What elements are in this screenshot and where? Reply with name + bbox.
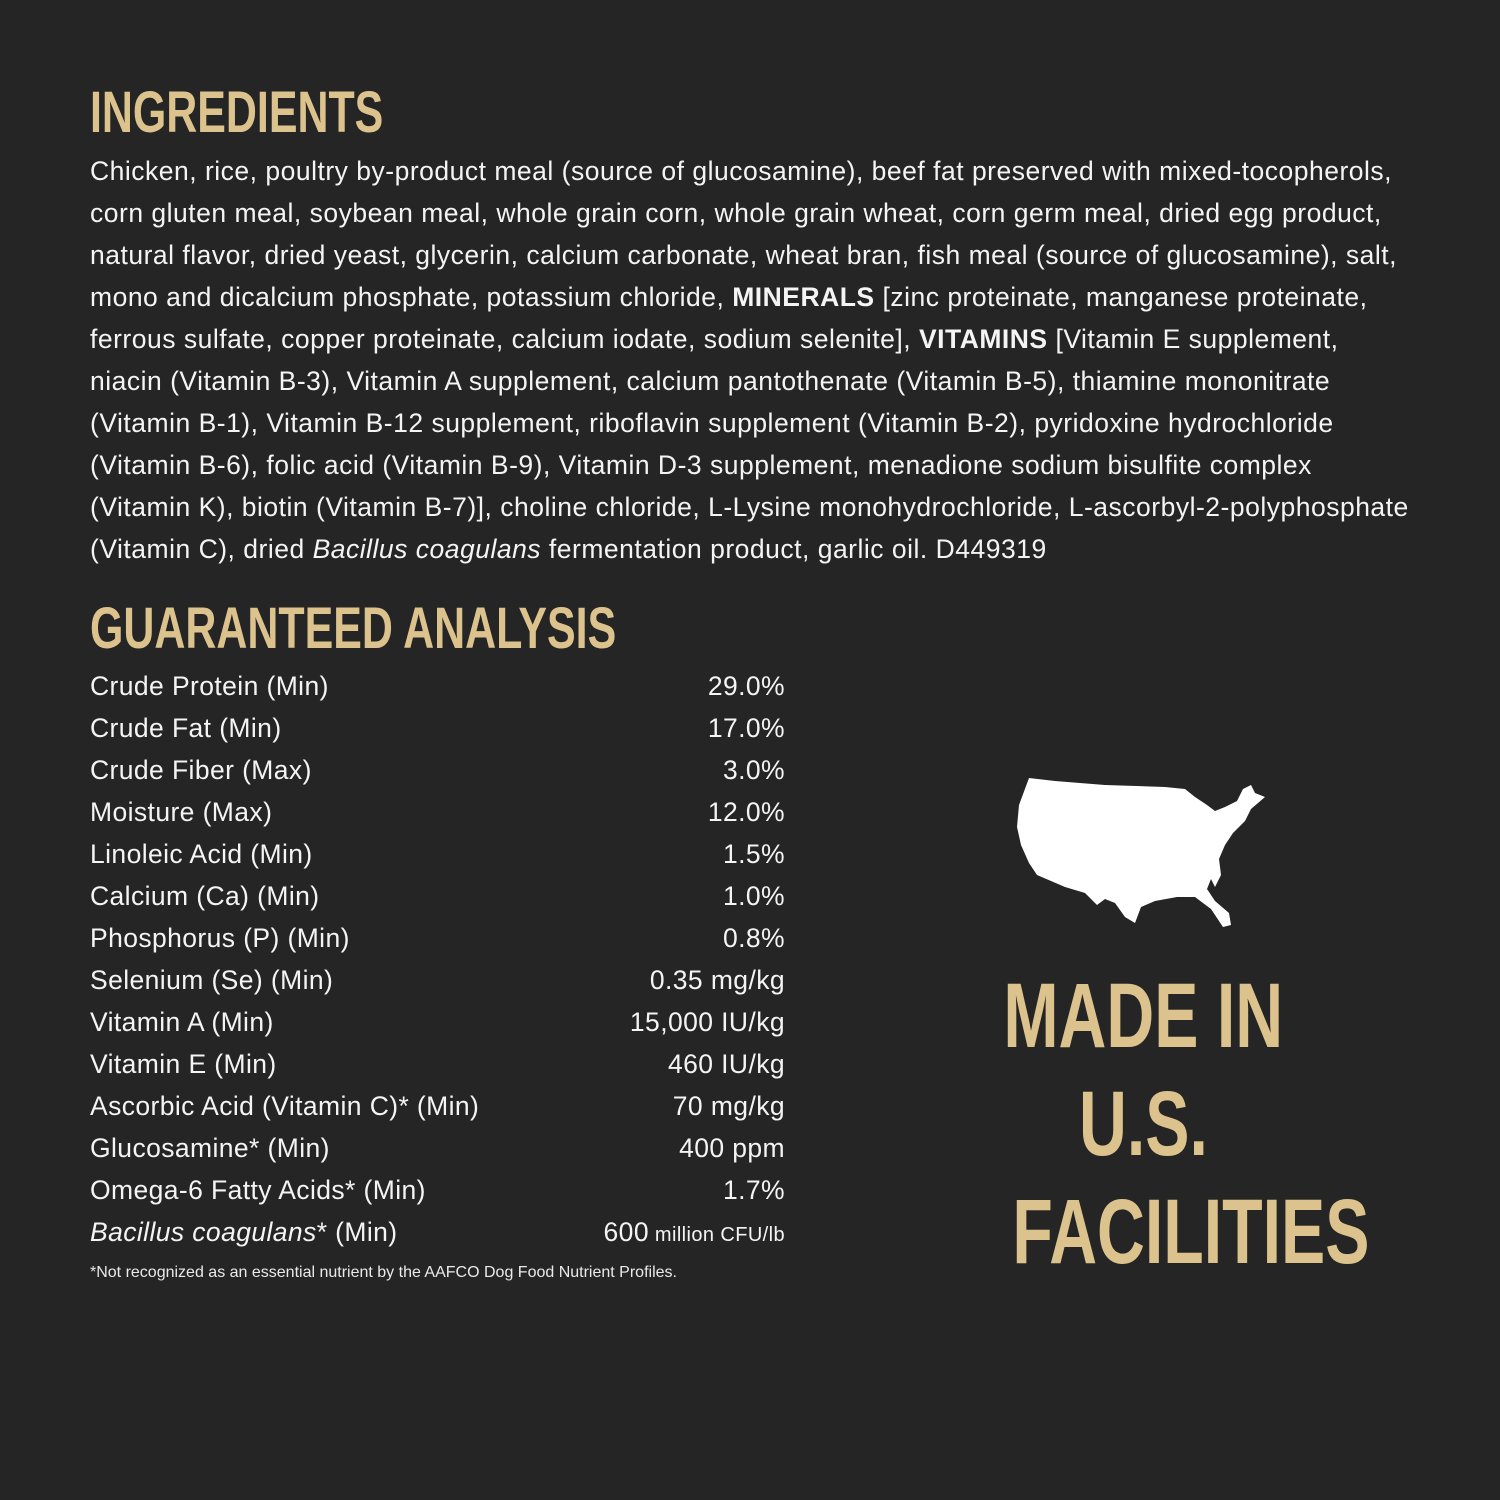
analysis-table: Crude Protein (Min) 29.0% Crude Fat (Min) 1…	[90, 665, 785, 1253]
nutrient-name: Moisture (Max)	[90, 797, 273, 827]
nutrient-name: Phosphorus (P) (Min)	[90, 923, 350, 953]
ingredient-segment: Chicken, rice, poultry by-product meal (…	[90, 156, 1397, 312]
analysis-row: Linoleic Acid (Min) 1.5%	[90, 833, 785, 875]
analysis-row: Calcium (Ca) (Min) 1.0%	[90, 875, 785, 917]
nutrient-value: 0.35 mg/kg	[649, 965, 785, 995]
analysis-row: Moisture (Max) 12.0%	[90, 791, 785, 833]
made-in-line-2: U.S.	[943, 1070, 1343, 1178]
ingredients-text: Chicken, rice, poultry by-product meal (…	[90, 150, 1415, 570]
nutrient-value: 460 IU/kg	[667, 1049, 785, 1079]
ingredient-segment: MINERALS	[732, 282, 875, 312]
nutrient-value: 1.7%	[722, 1175, 785, 1205]
analysis-row: Crude Fat (Min) 17.0%	[90, 707, 785, 749]
guaranteed-analysis-heading: GUARANTEED ANALYSIS	[90, 596, 617, 661]
nutrient-value: 12.0%	[707, 797, 785, 827]
nutrient-value: 3.0%	[722, 755, 785, 785]
content-column: INGREDIENTS Chicken, rice, poultry by-pr…	[90, 84, 1415, 1283]
analysis-row: Omega-6 Fatty Acids* (Min) 1.7%	[90, 1169, 785, 1211]
facilities-text: FACILITIES	[1012, 1181, 1370, 1283]
value-unit: million CFU/lb	[648, 1224, 785, 1246]
made-in-line-1: MADE IN	[943, 962, 1343, 1070]
nutrient-name-italic: Bacillus coagulans	[90, 1217, 317, 1247]
usa-map-icon	[1017, 778, 1265, 927]
nutrient-value: 1.5%	[722, 839, 785, 869]
nutrient-value: 29.0%	[707, 671, 785, 701]
made-in-line-3: FACILITIES	[943, 1178, 1369, 1286]
nutrient-name: Vitamin E (Min)	[90, 1049, 277, 1079]
nutrient-name-rest: * (Min)	[316, 1217, 398, 1247]
analysis-row: Vitamin E (Min) 460 IU/kg	[90, 1043, 785, 1085]
nutrient-name: Omega-6 Fatty Acids* (Min)	[90, 1175, 426, 1205]
ingredient-segment: Bacillus coagulans	[312, 534, 542, 564]
ingredient-segment: [zinc proteinate, manganese proteinate, …	[90, 282, 1368, 354]
nutrient-name: Linoleic Acid (Min)	[90, 839, 313, 869]
nutrient-name: Selenium (Se) (Min)	[90, 965, 334, 995]
ingredient-segment: VITAMINS	[918, 324, 1048, 354]
analysis-row: Ascorbic Acid (Vitamin C)* (Min) 70 mg/kg	[90, 1085, 785, 1127]
analysis-row: Crude Protein (Min) 29.0%	[90, 665, 785, 707]
nutrient-value: 1.0%	[722, 881, 785, 911]
analysis-row: Crude Fiber (Max) 3.0%	[90, 749, 785, 791]
footnote: *Not recognized as an essential nutrient…	[90, 1264, 677, 1281]
ingredient-segment: [Vitamin E supplement, niacin (Vitamin B…	[90, 324, 1409, 564]
nutrient-name: Bacillus coagulans* (Min)	[90, 1211, 398, 1253]
analysis-row: Selenium (Se) (Min) 0.35 mg/kg	[90, 959, 785, 1001]
analysis-row: Vitamin A (Min) 15,000 IU/kg	[90, 1001, 785, 1043]
nutrient-name: Crude Fiber (Max)	[90, 755, 312, 785]
nutrient-name: Ascorbic Acid (Vitamin C)* (Min)	[90, 1091, 480, 1121]
analysis-row: Phosphorus (P) (Min) 0.8%	[90, 917, 785, 959]
made-in-badge: MADE IN U.S. FACILITIES	[943, 962, 1369, 1286]
nutrient-name: Glucosamine* (Min)	[90, 1133, 330, 1163]
ingredient-segment: fermentation product, garlic oil. D44931…	[541, 534, 1047, 564]
nutrient-value: 0.8%	[722, 923, 785, 953]
nutrient-value: 70 mg/kg	[672, 1091, 785, 1121]
value-number: 600	[603, 1217, 649, 1247]
nutrient-value: 15,000 IU/kg	[629, 1007, 785, 1037]
made-in-text: MADE IN	[1003, 965, 1283, 1067]
nutrient-name: Crude Protein (Min)	[90, 671, 329, 701]
nutrient-value: 17.0%	[707, 713, 785, 743]
us-text: U.S.	[1078, 1073, 1208, 1175]
nutrient-name: Calcium (Ca) (Min)	[90, 881, 320, 911]
nutrient-value: 600 million CFU/lb	[604, 1211, 785, 1253]
nutrient-value: 400 ppm	[679, 1133, 785, 1163]
analysis-row: Bacillus coagulans* (Min) 600 million CFU…	[90, 1211, 785, 1253]
nutrient-name: Vitamin A (Min)	[90, 1007, 274, 1037]
ingredients-heading: INGREDIENTS	[90, 80, 384, 145]
analysis-row: Glucosamine* (Min) 400 ppm	[90, 1127, 785, 1169]
nutrient-name: Crude Fat (Min)	[90, 713, 282, 743]
